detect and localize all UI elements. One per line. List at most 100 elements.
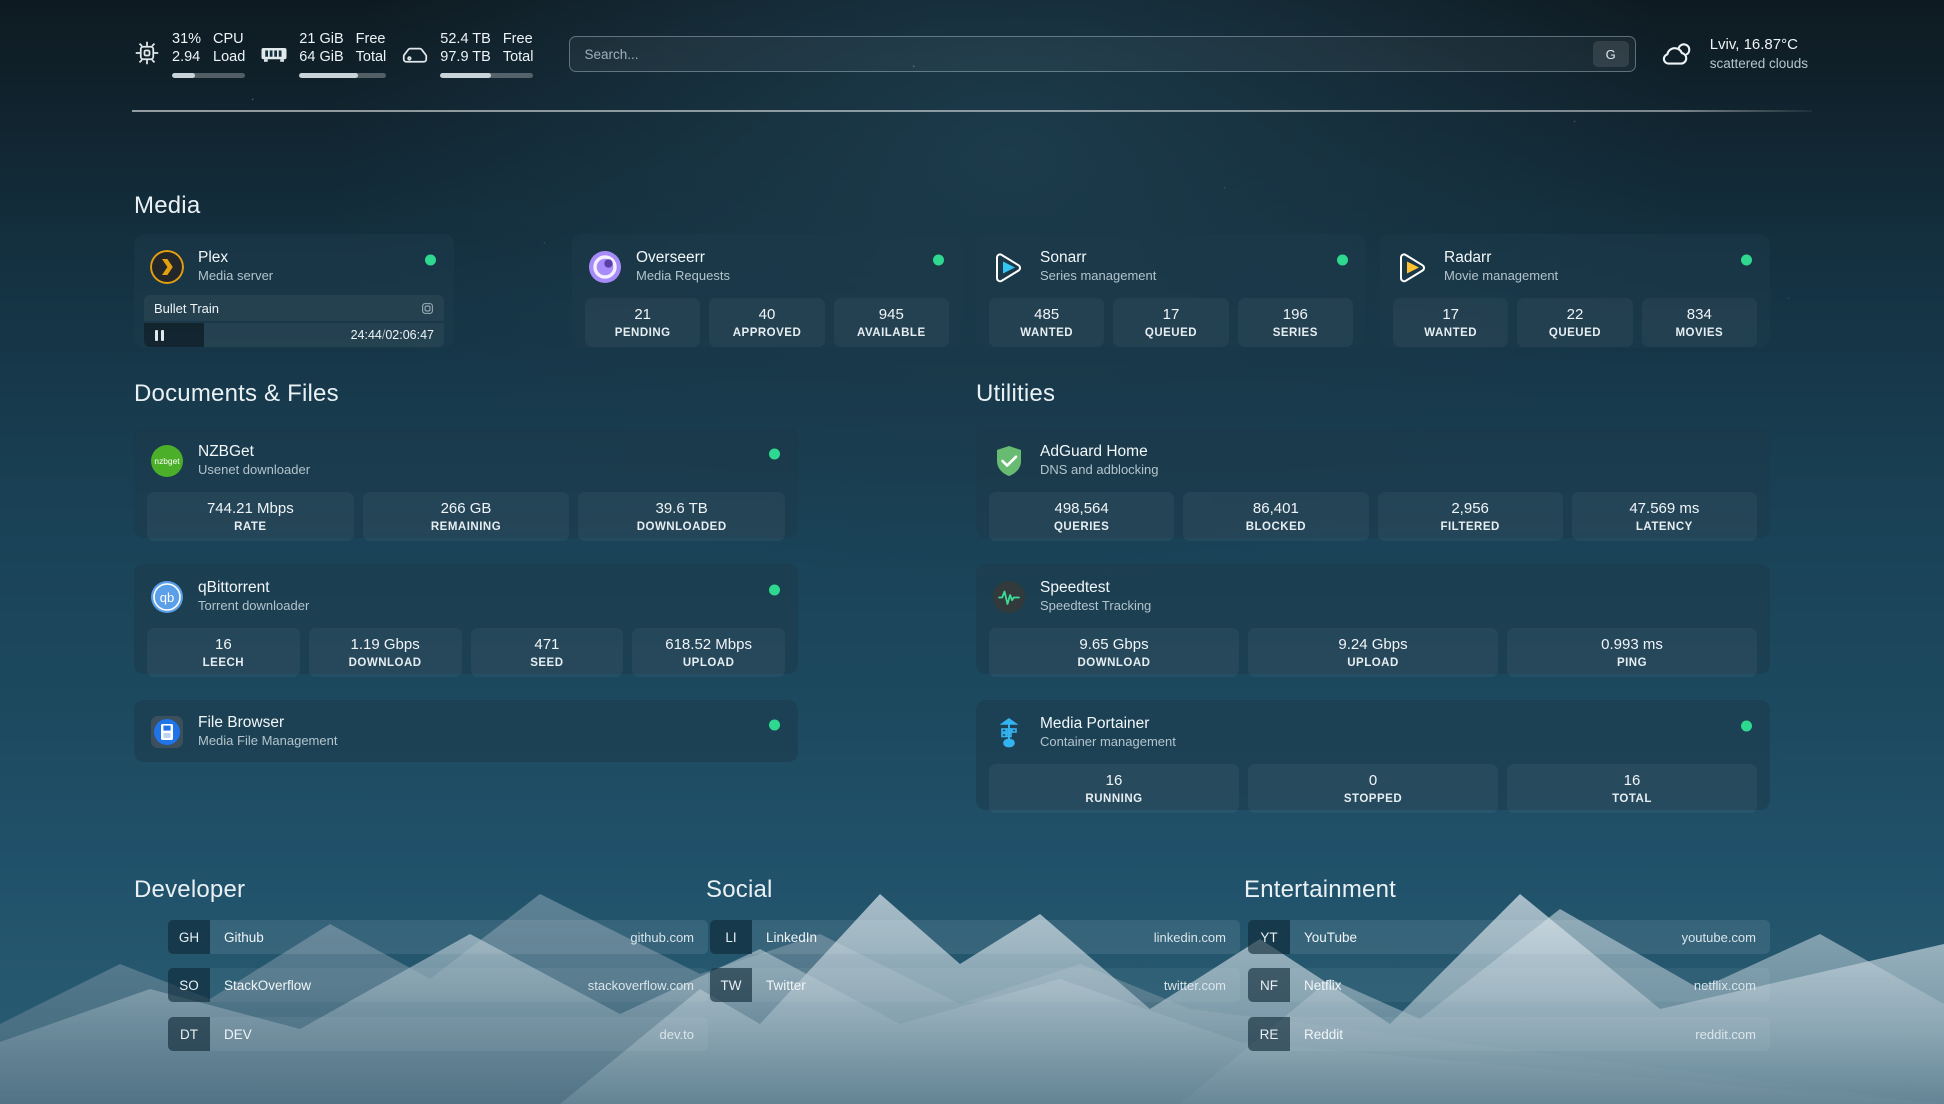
plex-now-playing[interactable]: Bullet Train 24:44/02:06:47 xyxy=(144,295,444,348)
card-radarr[interactable]: Radarr Movie management 17 WANTED 22 QUE… xyxy=(1380,234,1770,348)
metric-tile[interactable]: 17 WANTED xyxy=(1393,298,1509,347)
metric-label: TOTAL xyxy=(1612,792,1652,805)
filebrowser-status-indicator xyxy=(769,719,780,731)
metric-tile[interactable]: 1.19 Gbps DOWNLOAD xyxy=(308,628,462,677)
metric-label: RATE xyxy=(234,520,267,533)
metric-value: 485 xyxy=(1034,306,1060,324)
bookmark-body[interactable]: Reddit reddit.com xyxy=(1290,1017,1770,1051)
card-speedtest-header: Speedtest Speedtest Tracking xyxy=(976,564,1770,615)
metric-tile[interactable]: 9.24 Gbps UPLOAD xyxy=(1248,628,1498,677)
metric-label: SEED xyxy=(530,656,564,669)
portainer-name: Media Portainer xyxy=(1040,715,1150,732)
plex-status-indicator xyxy=(425,254,436,266)
stat-memory[interactable]: 21 GiB 64 GiB Free Total xyxy=(259,30,400,79)
search-shortcut-badge[interactable]: G xyxy=(1592,41,1629,67)
metric-tile[interactable]: 39.6 TB DOWNLOADED xyxy=(578,492,786,541)
memory-usage-bar xyxy=(299,73,387,79)
plex-duration: 02:06:47 xyxy=(385,328,434,343)
metric-tile[interactable]: 266 GB REMAINING xyxy=(362,492,570,541)
metric-label: MOVIES xyxy=(1675,326,1724,339)
metric-tile[interactable]: 196 SERIES xyxy=(1237,298,1353,347)
bookmark-body[interactable]: Github github.com xyxy=(210,920,708,954)
adguard-shield-icon xyxy=(992,444,1026,478)
bookmark-dev[interactable]: DT DEV dev.to xyxy=(168,1017,708,1051)
card-speedtest[interactable]: Speedtest Speedtest Tracking 9.65 Gbps D… xyxy=(976,564,1770,677)
metric-value: 1.19 Gbps xyxy=(350,636,420,654)
metric-tile[interactable]: 471 SEED xyxy=(470,628,624,677)
metric-tile[interactable]: 0.993 ms PING xyxy=(1507,628,1757,677)
adguard-desc: DNS and adblocking xyxy=(1040,462,1159,478)
metric-value: 2,956 xyxy=(1451,500,1489,518)
metric-tile[interactable]: 744.21 Mbps RATE xyxy=(147,492,354,541)
disk-usage-bar xyxy=(440,73,534,79)
metric-tile[interactable]: 2,956 FILTERED xyxy=(1377,492,1563,541)
bookmark-body[interactable]: LinkedIn linkedin.com xyxy=(752,920,1240,954)
card-adguard-header: AdGuard Home DNS and adblocking xyxy=(976,428,1770,479)
bookmark-name: StackOverflow xyxy=(224,977,312,993)
card-portainer-header: Media Portainer Container management xyxy=(976,700,1770,751)
metric-tile[interactable]: 16 RUNNING xyxy=(989,764,1239,813)
metric-label: SERIES xyxy=(1272,326,1318,339)
metric-value: 39.6 TB xyxy=(655,500,708,518)
overseerr-status-indicator xyxy=(933,254,944,266)
bookmark-abbr: NF xyxy=(1248,968,1290,1002)
metric-tile[interactable]: 21 PENDING xyxy=(585,298,701,347)
memory-free: 21 GiB xyxy=(299,30,344,47)
metric-tile[interactable]: 17 QUEUED xyxy=(1113,298,1229,347)
bookmark-body[interactable]: Netflix netflix.com xyxy=(1290,968,1770,1002)
card-overseerr-header: Overseerr Media Requests xyxy=(572,234,962,285)
card-qbittorrent[interactable]: qb qBittorrent Torrent downloader 16 LEE… xyxy=(134,564,798,677)
bookmark-reddit[interactable]: RE Reddit reddit.com xyxy=(1248,1017,1770,1051)
bookmark-body[interactable]: Twitter twitter.com xyxy=(752,968,1240,1002)
metric-label: QUEUED xyxy=(1548,326,1602,339)
nzbget-status-indicator xyxy=(769,448,780,460)
plex-progress-row[interactable]: 24:44/02:06:47 xyxy=(144,323,444,348)
plex-name: Plex xyxy=(198,249,229,266)
bookmark-abbr: SO xyxy=(168,968,210,1002)
metric-tile[interactable]: 22 QUEUED xyxy=(1517,298,1633,347)
card-overseerr[interactable]: Overseerr Media Requests 21 PENDING 40 A… xyxy=(572,234,962,348)
card-radarr-header: Radarr Movie management xyxy=(1380,234,1770,285)
bookmark-body[interactable]: YouTube youtube.com xyxy=(1290,920,1770,954)
bookmark-twitter[interactable]: TW Twitter twitter.com xyxy=(710,968,1240,1002)
card-nzbget-header: nzbget NZBGet Usenet downloader xyxy=(134,428,798,479)
metric-tile[interactable]: 47.569 ms LATENCY xyxy=(1571,492,1757,541)
bookmark-body[interactable]: StackOverflow stackoverflow.com xyxy=(210,968,708,1002)
metric-tile[interactable]: 40 APPROVED xyxy=(709,298,825,347)
bookmark-linkedin[interactable]: LI LinkedIn linkedin.com xyxy=(710,920,1240,954)
stat-cpu[interactable]: 31% 2.94 CPU Load xyxy=(132,30,259,79)
bookmark-github[interactable]: GH Github github.com xyxy=(168,920,708,954)
metric-tile[interactable]: 0 STOPPED xyxy=(1248,764,1498,813)
weather-widget[interactable]: Lviv, 16.87°C scattered clouds xyxy=(1656,35,1812,73)
card-sonarr[interactable]: Sonarr Series management 485 WANTED 17 Q… xyxy=(976,234,1366,348)
metric-tile[interactable]: 834 MOVIES xyxy=(1641,298,1757,347)
metric-tile[interactable]: 618.52 Mbps UPLOAD xyxy=(632,628,785,677)
bookmark-youtube[interactable]: YT YouTube youtube.com xyxy=(1248,920,1770,954)
metric-tile[interactable]: 485 WANTED xyxy=(989,298,1105,347)
plex-time-separator: / xyxy=(381,328,386,343)
pause-icon[interactable] xyxy=(155,329,164,341)
radarr-name: Radarr xyxy=(1444,249,1492,266)
metric-tile[interactable]: 498,564 QUERIES xyxy=(989,492,1175,541)
metric-tile[interactable]: 16 TOTAL xyxy=(1507,764,1757,813)
bookmark-body[interactable]: DEV dev.to xyxy=(210,1017,708,1051)
bookmark-abbr: LI xyxy=(710,920,752,954)
metric-value: 86,401 xyxy=(1252,500,1299,518)
card-portainer[interactable]: Media Portainer Container management 16 … xyxy=(976,700,1770,813)
card-plex[interactable]: Plex Media server Bullet Train 24:44/02:… xyxy=(134,234,454,348)
stat-disk[interactable]: 52.4 TB 97.9 TB Free Total xyxy=(400,30,547,79)
metric-tile[interactable]: 9.65 Gbps DOWNLOAD xyxy=(989,628,1239,677)
card-nzbget[interactable]: nzbget NZBGet Usenet downloader 744.21 M… xyxy=(134,428,798,541)
card-adguard[interactable]: AdGuard Home DNS and adblocking 498,564 … xyxy=(976,428,1770,541)
bookmark-abbr: TW xyxy=(710,968,752,1002)
overseerr-desc: Media Requests xyxy=(636,268,730,284)
card-filebrowser[interactable]: File Browser Media File Management xyxy=(134,700,798,762)
search-input[interactable] xyxy=(569,36,1636,72)
bookmark-netflix[interactable]: NF Netflix netflix.com xyxy=(1248,968,1770,1002)
plex-icon xyxy=(150,249,184,284)
radarr-icon xyxy=(1396,250,1430,284)
bookmark-stackoverflow[interactable]: SO StackOverflow stackoverflow.com xyxy=(168,968,708,1002)
metric-tile[interactable]: 16 LEECH xyxy=(147,628,300,677)
metric-tile[interactable]: 945 AVAILABLE xyxy=(833,298,949,347)
metric-tile[interactable]: 86,401 BLOCKED xyxy=(1183,492,1369,541)
